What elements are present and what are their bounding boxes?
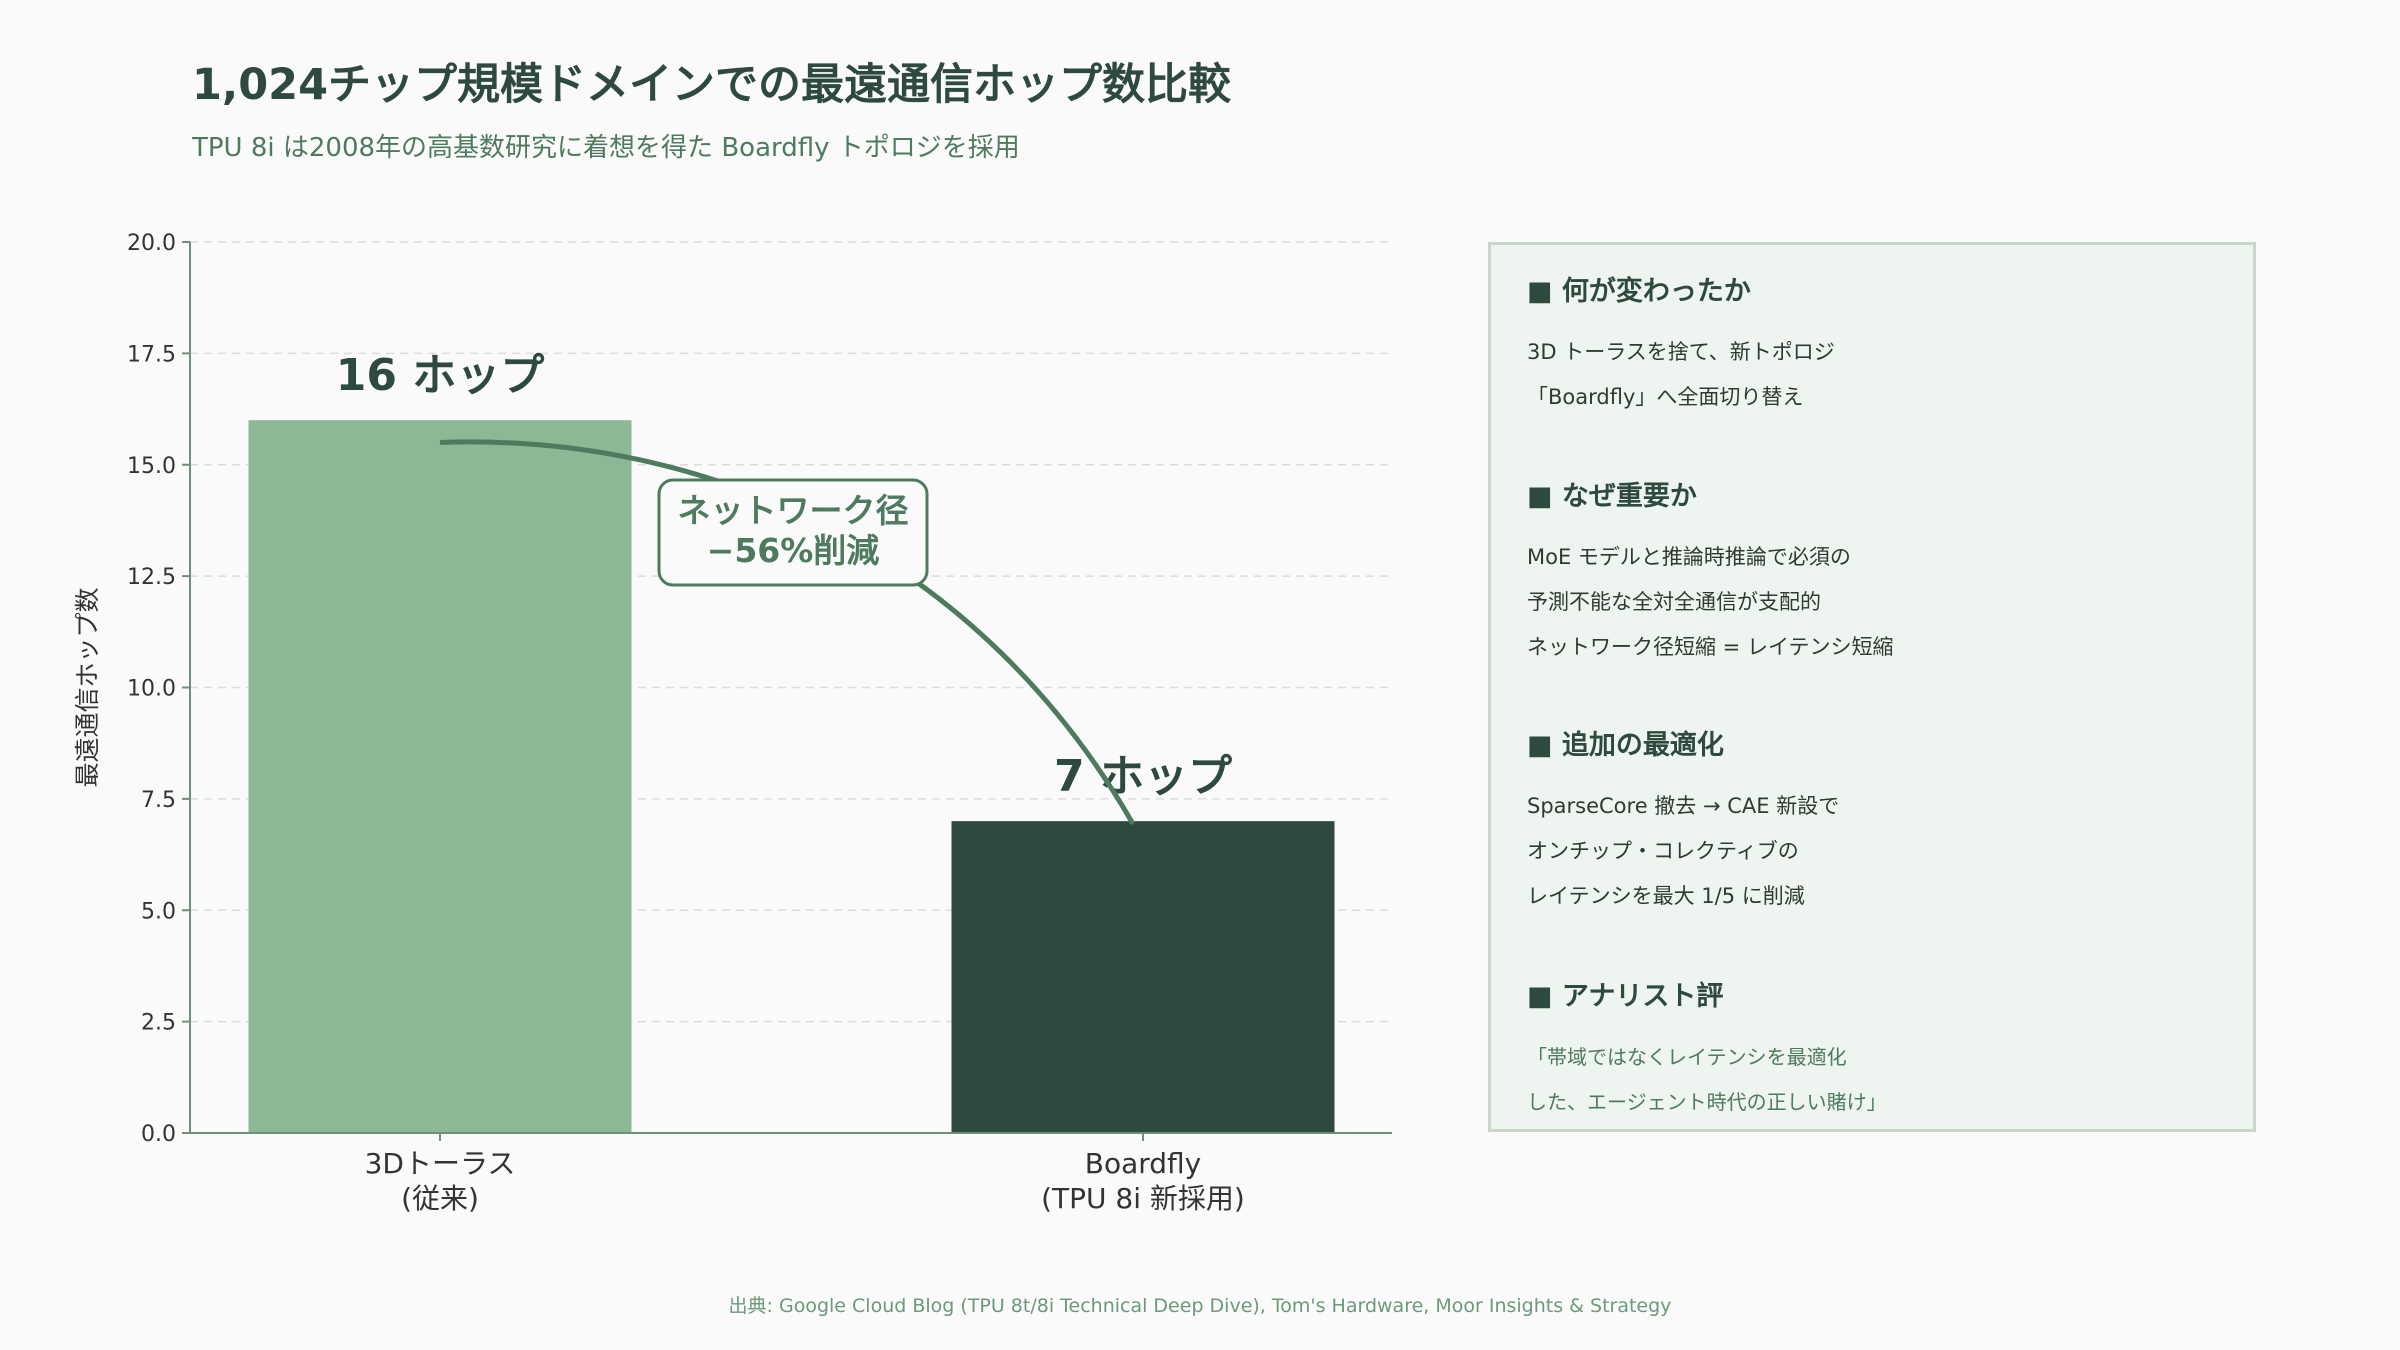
- annotation-text: −56%削減: [707, 531, 880, 570]
- data-label: 16 ホップ: [336, 350, 545, 401]
- y-tick-label: 0.0: [141, 1122, 176, 1147]
- panel-section-why-important: ■ なぜ重要か MoE モデルと推論時推論で必須の 予測不能な全対全通信が支配的…: [1527, 474, 1894, 670]
- y-tick-label: 2.5: [141, 1011, 176, 1036]
- data-label: 7 ホップ: [1054, 751, 1232, 802]
- panel-line: オンチップ・コレクティブの: [1527, 839, 1799, 863]
- panel-line: 「Boardfly」へ全面切り替え: [1527, 385, 1804, 409]
- page-title: 1,024チップ規模ドメインでの最遠通信ホップ数比較: [192, 60, 1232, 110]
- y-tick-label: 17.5: [127, 342, 176, 367]
- y-axis-label: 最遠通信ホップ数: [73, 587, 102, 787]
- y-tick-label: 5.0: [141, 899, 176, 924]
- bar: [951, 821, 1335, 1133]
- y-tick-label: 15.0: [127, 454, 176, 479]
- panel-line: レイテンシを最大 1/5 に削減: [1527, 884, 1805, 908]
- bar: [248, 420, 632, 1133]
- panel-section-what-changed: ■ 何が変わったか 3D トーラスを捨て、新トポロジ 「Boardfly」へ全面…: [1527, 269, 1835, 420]
- panel-line: MoE モデルと推論時推論で必須の: [1527, 545, 1851, 569]
- bar-chart: 0.0 2.5 5.0 7.5 10.0 12.5 15.0 17.5 20.0 最遠通信ホップ数…: [73, 231, 1392, 1215]
- panel-heading: ■ なぜ重要か: [1527, 481, 1697, 512]
- x-tick-label: 3Dトーラス: [365, 1147, 516, 1180]
- panel-section-analyst-view: ■ アナリスト評 「帯域ではなくレイテンシを最適化 した、エージェント時代の正し…: [1527, 974, 1887, 1125]
- panel-heading: ■ 何が変わったか: [1527, 276, 1751, 307]
- x-tick-label: (TPU 8i 新採用): [1041, 1182, 1245, 1215]
- panel-line: SparseCore 撤去 → CAE 新設で: [1527, 794, 1840, 818]
- panel-quote-line: した、エージェント時代の正しい賭け」: [1527, 1090, 1887, 1114]
- panel-quote-line: 「帯域ではなくレイテンシを最適化: [1527, 1045, 1847, 1069]
- y-tick-label: 12.5: [127, 565, 176, 590]
- panel-section-additional-optimization: ■ 追加の最適化 SparseCore 撤去 → CAE 新設で オンチップ・コ…: [1527, 723, 1839, 919]
- info-panel: ■ 何が変わったか 3D トーラスを捨て、新トポロジ 「Boardfly」へ全面…: [1488, 242, 2256, 1132]
- x-tick-label: (従来): [401, 1182, 479, 1215]
- y-tick-label: 10.0: [127, 677, 176, 702]
- panel-heading: ■ 追加の最適化: [1527, 730, 1724, 761]
- x-tick-label: Boardfly: [1085, 1147, 1202, 1180]
- y-tick-label: 20.0: [127, 231, 176, 256]
- panel-line: ネットワーク径短縮 = レイテンシ短縮: [1527, 635, 1894, 659]
- annotation-box: [657, 478, 929, 587]
- source-note: 出典: Google Cloud Blog (TPU 8t/8i Technic…: [728, 1295, 1672, 1317]
- annotation-text: ネットワーク径: [678, 491, 909, 530]
- panel-heading: ■ アナリスト評: [1527, 981, 1724, 1012]
- page-subtitle: TPU 8i は2008年の高基数研究に着想を得た Boardfly トポロジを…: [192, 133, 1020, 163]
- panel-line: 予測不能な全対全通信が支配的: [1527, 590, 1821, 614]
- y-tick-label: 7.5: [141, 788, 176, 813]
- panel-line: 3D トーラスを捨て、新トポロジ: [1527, 340, 1835, 364]
